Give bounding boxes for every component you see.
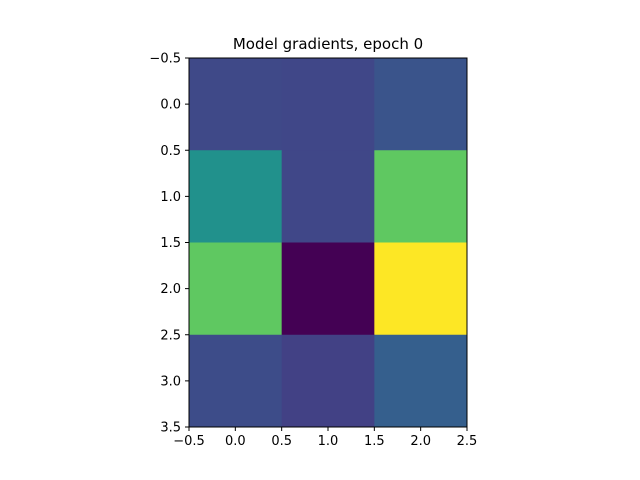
y-tick-label: 2.0 [160, 282, 181, 297]
heatmap-cell-r0-c2 [374, 58, 468, 151]
x-tick-label: 1.5 [364, 434, 385, 449]
heatmap-cell-r0-c1 [281, 58, 375, 151]
y-tick-label: 1.5 [160, 236, 181, 251]
x-tick-label: 0.0 [225, 434, 246, 449]
x-tick-label: 0.5 [271, 434, 292, 449]
y-axis-ticks: −0.5 0.0 0.5 1.0 1.5 2.0 2.5 3.0 3.5 [149, 52, 189, 436]
heatmap-cell-r2-c0 [189, 242, 283, 336]
y-tick-label: 0.0 [160, 98, 181, 113]
heatmap-cell-r1-c1 [281, 150, 375, 243]
heatmap-cell-r3-c2 [374, 334, 468, 428]
heatmap-cell-r1-c2 [374, 150, 468, 243]
x-tick-label: 1.0 [318, 434, 339, 449]
heatmap-cell-r3-c1 [281, 334, 375, 428]
y-tick-label: 2.5 [160, 328, 181, 343]
heatmap-cells [189, 58, 468, 428]
heatmap-cell-r1-c0 [189, 150, 283, 243]
x-tick-label: 2.5 [457, 434, 478, 449]
y-tick-label: −0.5 [149, 52, 181, 67]
heatmap-cell-r2-c2 [374, 242, 468, 336]
y-tick-label: 0.5 [160, 144, 181, 159]
x-tick-label: −0.5 [173, 434, 205, 449]
x-tick-label: 2.0 [410, 434, 431, 449]
y-tick-label: 3.0 [160, 374, 181, 389]
x-axis-ticks: −0.5 0.0 0.5 1.0 1.5 2.0 2.5 [173, 427, 477, 449]
heatmap-cell-r3-c0 [189, 334, 283, 428]
y-tick-label: 3.5 [160, 421, 181, 436]
chart-title: Model gradients, epoch 0 [233, 35, 423, 53]
heatmap-cell-r2-c1 [281, 242, 375, 336]
heatmap-cell-r0-c0 [189, 58, 283, 151]
y-tick-label: 1.0 [160, 190, 181, 205]
